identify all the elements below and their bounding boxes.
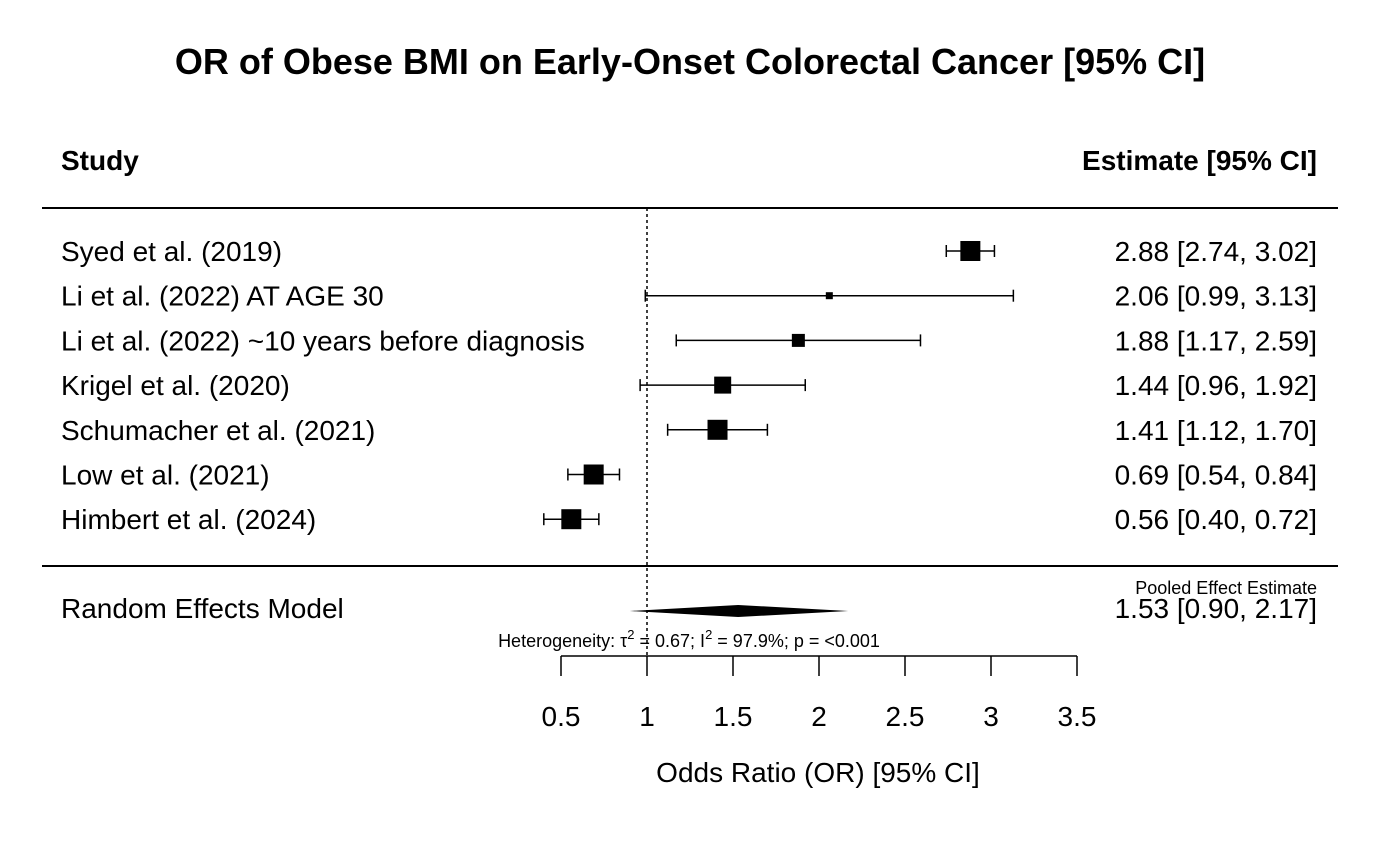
point-estimate-square (583, 464, 604, 485)
study-label: Low et al. (2021) (61, 460, 270, 491)
study-label: Himbert et al. (2024) (61, 504, 316, 535)
study-estimate-text: 0.69 [0.54, 0.84] (1115, 460, 1317, 491)
study-estimate-text: 1.44 [0.96, 1.92] (1115, 370, 1317, 401)
point-estimate-square (707, 419, 728, 440)
heterogeneity-text: Heterogeneity: τ2 = 0.67; I2 = 97.9%; p … (498, 627, 880, 651)
study-column-header: Study (61, 145, 139, 176)
study-estimate-text: 0.56 [0.40, 0.72] (1115, 504, 1317, 535)
point-estimate-square (561, 509, 582, 530)
chart-title: OR of Obese BMI on Early-Onset Colorecta… (175, 41, 1205, 82)
study-label: Li et al. (2022) ~10 years before diagno… (61, 325, 585, 356)
point-estimate-square (791, 333, 805, 347)
x-tick-label: 2 (811, 701, 827, 732)
study-estimate-text: 1.88 [1.17, 2.59] (1115, 325, 1317, 356)
x-axis-label: Odds Ratio (OR) [95% CI] (656, 757, 980, 788)
study-estimate-text: 2.06 [0.99, 3.13] (1115, 281, 1317, 312)
pooled-estimate-text: 1.53 [0.90, 2.17] (1115, 593, 1317, 624)
pooled-label: Random Effects Model (61, 593, 344, 624)
pooled-caption: Pooled Effect Estimate (1135, 578, 1317, 598)
study-estimate-text: 2.88 [2.74, 3.02] (1115, 236, 1317, 267)
x-tick-label: 3 (983, 701, 999, 732)
study-estimate-text: 1.41 [1.12, 1.70] (1115, 415, 1317, 446)
x-tick-label: 0.5 (542, 701, 581, 732)
point-estimate-square (714, 376, 732, 394)
x-tick-label: 3.5 (1058, 701, 1097, 732)
x-tick-label: 1.5 (714, 701, 753, 732)
pooled-diamond (629, 605, 849, 617)
study-label: Krigel et al. (2020) (61, 370, 290, 401)
study-label: Schumacher et al. (2021) (61, 415, 375, 446)
study-label: Li et al. (2022) AT AGE 30 (61, 281, 384, 312)
study-label: Syed et al. (2019) (61, 236, 282, 267)
point-estimate-square (960, 241, 981, 261)
estimate-column-header: Estimate [95% CI] (1082, 145, 1317, 176)
x-tick-label: 2.5 (886, 701, 925, 732)
x-tick-label: 1 (639, 701, 655, 732)
point-estimate-square (825, 292, 833, 300)
